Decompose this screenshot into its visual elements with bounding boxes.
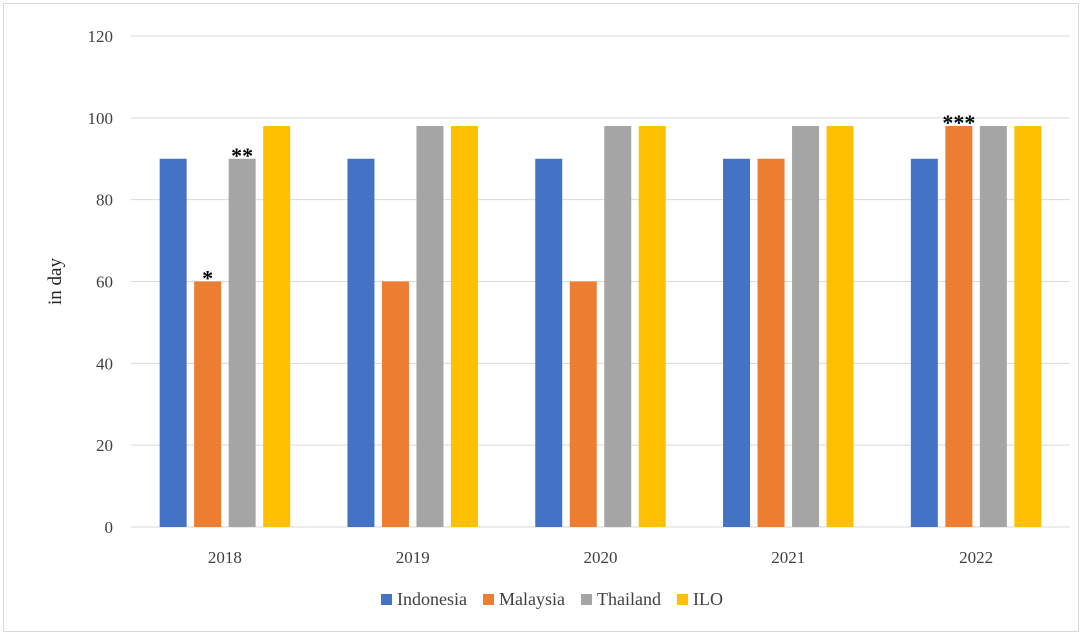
legend-label-indonesia: Indonesia	[397, 589, 467, 609]
legend-swatch-thailand	[580, 594, 592, 605]
y-tick-label: 100	[88, 109, 114, 128]
bar-thailand-2018	[228, 158, 256, 527]
bar-ilo-2022	[1014, 126, 1042, 528]
bar-thailand-2019	[416, 126, 444, 528]
x-tick-label: 2019	[396, 548, 430, 567]
x-axis-ticks: 2018 2019 2020 2021 2022	[208, 548, 993, 567]
bar-malaysia-2021	[757, 158, 785, 527]
bar-malaysia-2019	[381, 281, 409, 527]
legend-swatch-malaysia	[483, 594, 495, 605]
bar-thailand-2021	[792, 126, 820, 528]
y-axis-title: in day	[45, 258, 66, 305]
chart-frame: 0 20 40 60 80 100 120 in day * ** *** 2018 2019 20…	[3, 3, 1079, 632]
bar-indonesia-2022	[910, 158, 938, 527]
bar-indonesia-2019	[347, 158, 375, 527]
bars	[159, 126, 1042, 528]
y-tick-label: 80	[96, 191, 113, 210]
y-tick-label: 0	[105, 518, 114, 537]
bar-thailand-2022	[979, 126, 1007, 528]
x-tick-label: 2022	[959, 548, 993, 567]
legend-label-ilo: ILO	[693, 589, 723, 609]
bar-malaysia-2018	[194, 281, 222, 527]
bar-indonesia-2021	[723, 158, 751, 527]
y-tick-label: 120	[88, 27, 114, 46]
y-axis-ticks: 0 20 40 60 80 100 120	[88, 27, 114, 537]
bar-malaysia-2020	[569, 281, 597, 527]
bar-ilo-2021	[826, 126, 854, 528]
x-tick-label: 2021	[771, 548, 805, 567]
x-tick-label: 2020	[584, 548, 618, 567]
annotation-label: *	[202, 266, 213, 291]
y-tick-label: 20	[96, 436, 113, 455]
bar-thailand-2020	[604, 126, 632, 528]
annotation-label: ***	[942, 110, 975, 135]
bar-ilo-2020	[638, 126, 666, 528]
y-tick-label: 40	[96, 354, 113, 373]
legend: Indonesia Malaysia Thailand ILO	[381, 589, 723, 609]
legend-label-thailand: Thailand	[597, 589, 661, 609]
bar-malaysia-2022	[945, 126, 973, 528]
annotation-label: **	[231, 143, 253, 168]
legend-label-malaysia: Malaysia	[499, 589, 565, 609]
bar-ilo-2018	[263, 126, 291, 528]
bar-indonesia-2018	[159, 158, 187, 527]
bar-ilo-2019	[450, 126, 478, 528]
legend-swatch-indonesia	[381, 594, 393, 605]
legend-swatch-ilo	[676, 594, 688, 605]
annotations: ******	[202, 110, 975, 290]
y-tick-label: 60	[96, 273, 113, 292]
x-tick-label: 2018	[208, 548, 242, 567]
bar-indonesia-2020	[535, 158, 563, 527]
